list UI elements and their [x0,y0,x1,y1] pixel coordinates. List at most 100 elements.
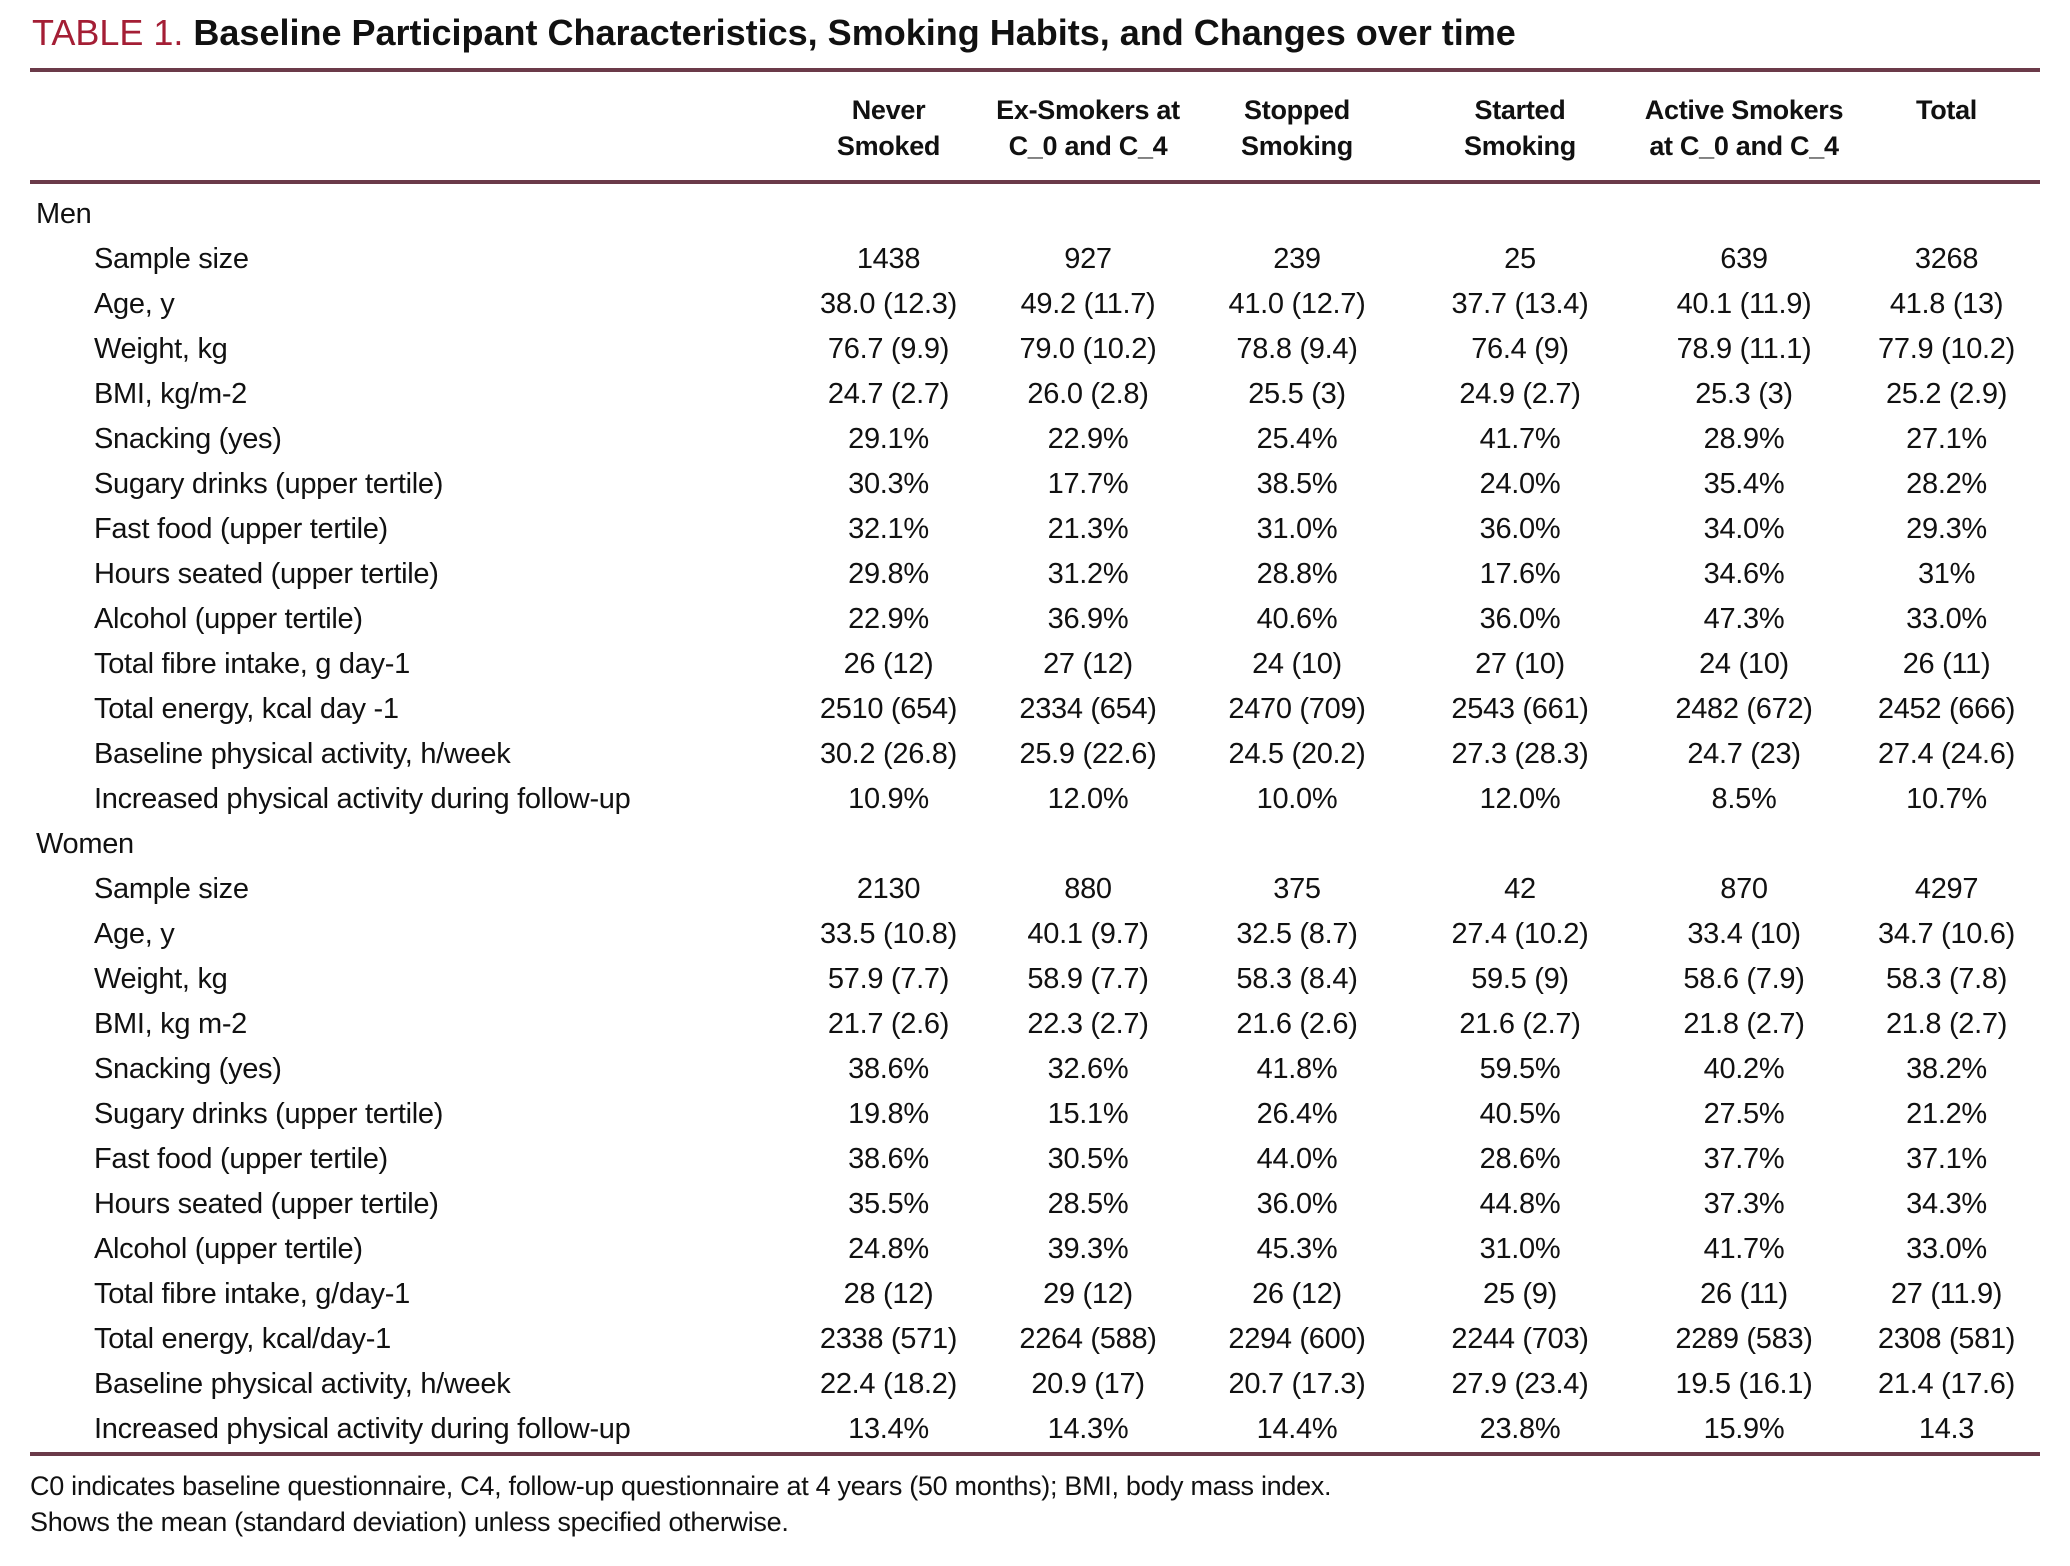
data-cell: 57.9 (7.7) [827,963,950,995]
data-cell: 14.3 [1918,1413,1975,1445]
footnote: Shows the mean (standard deviation) unle… [30,1507,789,1537]
row-label: Total energy, kcal day -1 [94,693,399,725]
data-cell: 76.4 (9) [1471,333,1569,365]
data-cell: 12.0% [1479,783,1561,815]
header-line: Started [1474,95,1566,125]
data-cell: 22.9% [1047,423,1129,455]
row-label: Sugary drinks (upper tertile) [94,1098,444,1130]
data-cell: 3268 [1914,243,1979,275]
table-row: Baseline physical activity, h/week 22.4 (… [30,1362,2040,1407]
data-cell: 31% [1917,558,1976,590]
data-cell: 21.6 (2.6) [1236,1008,1358,1040]
header-line: Never [851,95,926,125]
table-row: Sample size 2130 880 375 42 870 4297 [30,867,2040,912]
data-cell: 36.0% [1256,1188,1338,1220]
data-cell: 22.9% [848,603,929,635]
data-cell: 30.2 (26.8) [820,738,957,770]
divider-header [30,180,2040,184]
data-cell: 31.0% [1256,513,1338,545]
row-label: Fast food (upper tertile) [94,1143,388,1175]
data-cell: 35.4% [1703,468,1785,500]
data-cell: 47.3% [1703,603,1785,635]
data-cell: 24.7 (23) [1687,738,1801,770]
data-cell: 1438 [856,243,921,275]
data-cell: 77.9 (10.2) [1878,333,2015,365]
data-cell: 59.5 (9) [1471,963,1569,995]
data-cell: 2482 (672) [1675,693,1813,725]
data-cell: 30.5% [1047,1143,1129,1175]
header-spacer [30,72,790,180]
data-cell: 639 [1720,243,1768,275]
data-cell: 25.5 (3) [1248,378,1346,410]
data-cell: 24.8% [848,1233,929,1265]
table-row: Weight, kg 57.9 (7.7) 58.9 (7.7) 58.3 (8.4)… [30,957,2040,1002]
data-cell: 23.8% [1479,1413,1561,1445]
data-cell: 20.9 (17) [1031,1368,1145,1400]
data-cell: 25.3 (3) [1695,378,1793,410]
table-row: Age, y 33.5 (10.8) 40.1 (9.7) 32.5 (8.7) 27.… [30,912,2040,957]
table-row: BMI, kg m-2 21.7 (2.6) 22.3 (2.7) 21.6 (2.6… [30,1002,2040,1047]
data-cell: 58.3 (7.8) [1885,963,2008,995]
data-cell: 20.7 (17.3) [1228,1368,1366,1400]
data-cell: 34.0% [1703,513,1785,545]
table-row: Weight, kg 76.7 (9.9) 79.0 (10.2) 78.8 (9.4… [30,327,2040,372]
header-line: Total [1916,95,1977,125]
data-cell: 4297 [1914,873,1979,905]
data-cell: 21.3% [1047,513,1129,545]
divider-top [30,68,2040,72]
data-cell: 39.3% [1047,1233,1129,1265]
data-cell: 41.8% [1256,1053,1338,1085]
data-cell: 37.3% [1703,1188,1785,1220]
data-cell: 24.5 (20.2) [1228,738,1366,770]
table-row: Total energy, kcal/day-1 2338 (571) 2264 (… [30,1317,2040,1362]
row-label: Increased physical activity during follo… [94,783,631,815]
row-label: Fast food (upper tertile) [94,513,388,545]
data-cell: 33.5 (10.8) [820,918,957,950]
data-cell: 36.0% [1479,603,1561,635]
data-cell: 28.6% [1479,1143,1561,1175]
data-cell: 27.5% [1703,1098,1785,1130]
data-cell: 27 (12) [1043,648,1133,680]
data-cell: 27.4 (10.2) [1451,918,1589,950]
data-cell: 12.0% [1047,783,1129,815]
data-cell: 37.1% [1906,1143,1987,1175]
data-cell: 17.7% [1047,468,1129,500]
row-label: BMI, kg/m-2 [94,378,247,410]
table-row: Alcohol (upper tertile) 24.8% 39.3% 45.3% 31… [30,1227,2040,1272]
data-cell: 33.4 (10) [1687,918,1801,950]
data-cell: 40.1 (11.9) [1676,288,1812,320]
data-cell: 2543 (661) [1451,693,1589,725]
data-cell: 27.4 (24.6) [1878,738,2015,770]
data-cell: 35.5% [848,1188,929,1220]
data-cell: 32.1% [848,513,929,545]
footnotes: C0 indicates baseline questionnaire, C4,… [30,1468,2040,1540]
header-line: Active Smokers [1644,95,1844,125]
header-line: C_0 and C_4 [1008,131,1168,161]
divider-bottom [30,1452,2040,1456]
row-label: Alcohol (upper tertile) [94,603,363,635]
data-cell: 30.3% [848,468,929,500]
data-cell: 45.3% [1256,1233,1338,1265]
data-cell: 38.2% [1906,1053,1987,1085]
data-cell: 58.9 (7.7) [1027,963,1149,995]
data-cell: 24 (10) [1252,648,1342,680]
data-cell: 19.5 (16.1) [1675,1368,1813,1400]
data-cell: 79.0 (10.2) [1019,333,1157,365]
data-cell: 29.1% [848,423,929,455]
data-cell: 40.1 (9.7) [1027,918,1149,950]
data-cell: 38.0 (12.3) [820,288,957,320]
data-cell: 34.7 (10.6) [1878,918,2015,950]
data-cell: 25.9 (22.6) [1019,738,1157,770]
row-label: Snacking (yes) [94,423,282,455]
header-line: at C_0 and C_4 [1649,131,1839,161]
data-cell: 26 (12) [843,648,934,680]
table-row: Sample size 1438 927 239 25 639 3268 [30,237,2040,282]
data-cell: 41.7% [1703,1233,1785,1265]
data-cell: 13.4% [848,1413,929,1445]
data-cell: 10.7% [1906,783,1987,815]
data-cell: 880 [1064,873,1112,905]
data-cell: 2130 [856,873,921,905]
header-line: Ex-Smokers at [996,95,1180,125]
data-cell: 15.1% [1047,1098,1129,1130]
